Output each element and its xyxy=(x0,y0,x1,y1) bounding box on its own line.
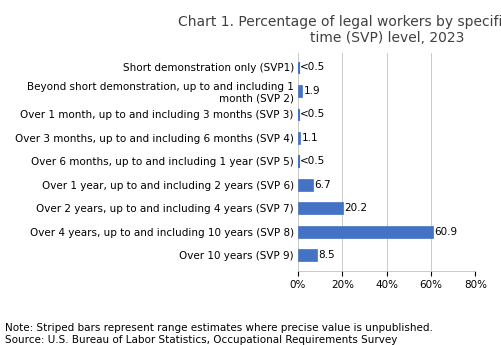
Text: 6.7: 6.7 xyxy=(314,180,330,190)
Text: <0.5: <0.5 xyxy=(300,109,325,119)
Text: 20.2: 20.2 xyxy=(344,203,367,213)
Bar xyxy=(298,226,432,238)
Bar xyxy=(298,132,300,144)
Text: Note: Striped bars represent range estimates where precise value is unpublished.: Note: Striped bars represent range estim… xyxy=(5,323,432,345)
Text: <0.5: <0.5 xyxy=(300,62,325,72)
Title: Chart 1. Percentage of legal workers by specific preparation
time (SVP) level, 2: Chart 1. Percentage of legal workers by … xyxy=(177,15,501,45)
Bar xyxy=(298,249,316,261)
Bar xyxy=(298,203,342,214)
Text: 8.5: 8.5 xyxy=(318,250,334,260)
Bar xyxy=(298,85,302,97)
Bar xyxy=(298,179,312,191)
Text: 1.1: 1.1 xyxy=(301,133,318,143)
Text: 60.9: 60.9 xyxy=(433,227,457,237)
Text: <0.5: <0.5 xyxy=(300,156,325,166)
Text: 1.9: 1.9 xyxy=(303,86,320,96)
